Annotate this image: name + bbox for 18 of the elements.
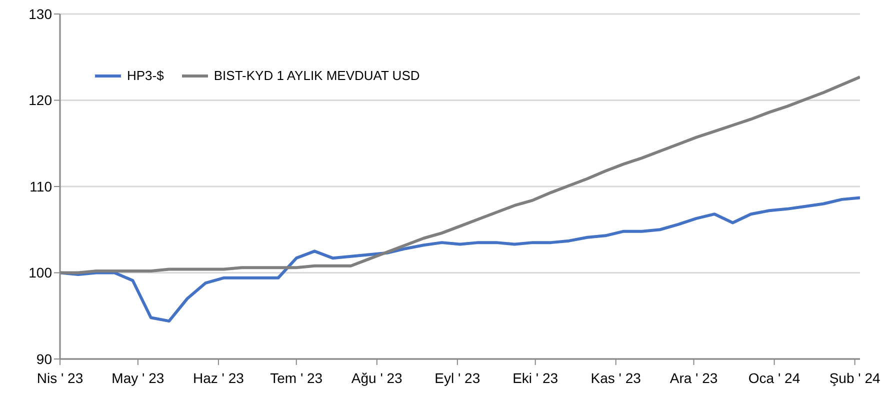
y-tick-label: 90 — [36, 350, 52, 367]
x-tick-label: Eki ' 23 — [512, 370, 558, 386]
x-tick-label: Ara ' 23 — [670, 370, 718, 386]
y-tick-label: 100 — [28, 264, 52, 281]
legend-label: HP3-$ — [127, 68, 164, 83]
x-tick-label: Ağu ' 23 — [351, 370, 403, 386]
x-tick-label: Nis ' 23 — [36, 370, 84, 386]
y-tick-label: 130 — [28, 6, 52, 22]
x-tick-label: Şub ' 24 — [829, 370, 880, 386]
x-tick-label: Kas ' 23 — [590, 370, 642, 386]
x-tick-label: Haz ' 23 — [192, 370, 244, 386]
x-tick-label: May ' 23 — [112, 370, 164, 386]
x-tick-label: Oca ' 24 — [748, 370, 800, 386]
legend-label: BIST-KYD 1 AYLIK MEVDUAT USD — [214, 68, 420, 83]
y-tick-label: 120 — [28, 92, 52, 108]
y-tick-label: 110 — [30, 178, 52, 194]
x-tick-label: Eyl ' 23 — [434, 370, 480, 386]
x-tick-label: Tem ' 23 — [270, 370, 323, 386]
